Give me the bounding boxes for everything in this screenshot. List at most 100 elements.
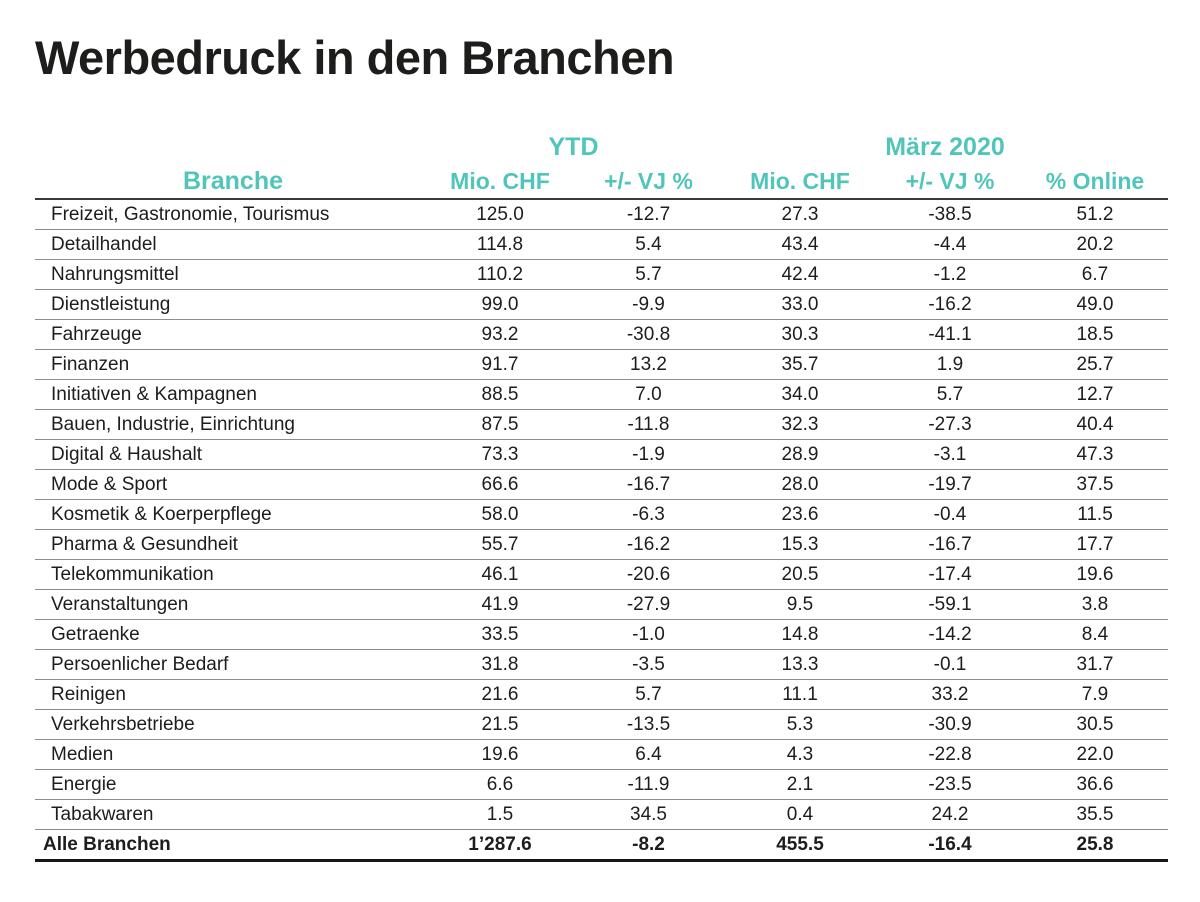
value-cell: -30.8	[575, 319, 722, 350]
value-cell: 5.7	[575, 259, 722, 290]
table-row: Pharma & Gesundheit 55.7 -16.2 15.3 -16.7 17.…	[35, 529, 1168, 560]
value-cell: -16.7	[575, 469, 722, 500]
branche-cell: Energie	[35, 769, 425, 800]
value-cell: -38.5	[878, 199, 1022, 230]
value-cell: 43.4	[722, 229, 878, 260]
value-cell: -16.2	[878, 289, 1022, 320]
value-cell: -13.5	[575, 709, 722, 740]
value-cell: 3.8	[1022, 589, 1168, 620]
table-row: Getraenke 33.5 -1.0 14.8 -14.2 8.4	[35, 619, 1168, 650]
value-cell: 73.3	[425, 439, 575, 470]
value-cell: -3.1	[878, 439, 1022, 470]
branche-cell: Verkehrsbetriebe	[35, 709, 425, 740]
value-cell: 88.5	[425, 379, 575, 410]
value-cell: 5.7	[878, 379, 1022, 410]
branche-cell: Detailhandel	[35, 229, 425, 260]
value-cell: -1.0	[575, 619, 722, 650]
value-cell: 30.3	[722, 319, 878, 350]
value-cell: -14.2	[878, 619, 1022, 650]
branche-cell: Digital & Haushalt	[35, 439, 425, 470]
table-row: Mode & Sport 66.6 -16.7 28.0 -19.7 37.5	[35, 469, 1168, 500]
value-cell: 31.8	[425, 649, 575, 680]
value-cell: -6.3	[575, 499, 722, 530]
column-header-ytd-mio-chf: Mio. CHF	[425, 164, 575, 200]
table-row: Fahrzeuge 93.2 -30.8 30.3 -41.1 18.5	[35, 319, 1168, 350]
value-cell: 8.4	[1022, 619, 1168, 650]
value-cell: 35.7	[722, 349, 878, 380]
value-cell: 15.3	[722, 529, 878, 560]
table-row: Medien 19.6 6.4 4.3 -22.8 22.0	[35, 739, 1168, 770]
value-cell: 58.0	[425, 499, 575, 530]
value-cell: 7.0	[575, 379, 722, 410]
value-cell: -3.5	[575, 649, 722, 680]
value-cell: 114.8	[425, 229, 575, 260]
value-cell: -59.1	[878, 589, 1022, 620]
column-header-online-pct: % Online	[1022, 164, 1168, 200]
value-cell: 42.4	[722, 259, 878, 290]
value-cell: 47.3	[1022, 439, 1168, 470]
branche-cell: Freizeit, Gastronomie, Tourismus	[35, 199, 425, 230]
value-cell: -1.9	[575, 439, 722, 470]
value-cell: 34.0	[722, 379, 878, 410]
value-cell: 14.8	[722, 619, 878, 650]
value-cell: 110.2	[425, 259, 575, 290]
column-header-branche: Branche	[35, 128, 425, 200]
table-row: Freizeit, Gastronomie, Tourismus 125.0 -12…	[35, 199, 1168, 230]
table-row: Bauen, Industrie, Einrichtung 87.5 -11.8 32…	[35, 409, 1168, 440]
value-cell: 36.6	[1022, 769, 1168, 800]
value-cell: 20.5	[722, 559, 878, 590]
column-header-ytd-vj-pct: +/- VJ %	[575, 164, 722, 200]
value-cell: 19.6	[425, 739, 575, 770]
value-cell: 31.7	[1022, 649, 1168, 680]
branche-cell: Mode & Sport	[35, 469, 425, 500]
value-cell: 23.6	[722, 499, 878, 530]
branche-cell: Bauen, Industrie, Einrichtung	[35, 409, 425, 440]
branche-cell: Reinigen	[35, 679, 425, 710]
branche-cell: Kosmetik & Koerperpflege	[35, 499, 425, 530]
branche-cell: Telekommunikation	[35, 559, 425, 590]
value-cell: -27.3	[878, 409, 1022, 440]
value-cell: 21.5	[425, 709, 575, 740]
table-row: Initiativen & Kampagnen 88.5 7.0 34.0 5.7 12.…	[35, 379, 1168, 410]
value-cell: 33.0	[722, 289, 878, 320]
table-body: Freizeit, Gastronomie, Tourismus 125.0 -12…	[35, 199, 1168, 862]
value-cell: -41.1	[878, 319, 1022, 350]
header-group-row: Branche YTD März 2020	[35, 128, 1168, 200]
value-cell: 21.6	[425, 679, 575, 710]
value-cell: 9.5	[722, 589, 878, 620]
value-cell: -4.4	[878, 229, 1022, 260]
value-cell: -22.8	[878, 739, 1022, 770]
table-row: Digital & Haushalt 73.3 -1.9 28.9 -3.1 47.3	[35, 439, 1168, 470]
value-cell: -12.7	[575, 199, 722, 230]
value-cell: 30.5	[1022, 709, 1168, 740]
value-cell: -0.1	[878, 649, 1022, 680]
branche-cell: Finanzen	[35, 349, 425, 380]
branche-cell: Alle Branchen	[35, 829, 425, 862]
value-cell: 51.2	[1022, 199, 1168, 230]
value-cell: 55.7	[425, 529, 575, 560]
table-row: Nahrungsmittel 110.2 5.7 42.4 -1.2 6.7	[35, 259, 1168, 290]
value-cell: 35.5	[1022, 799, 1168, 830]
value-cell: -8.2	[575, 829, 722, 862]
table-row: Finanzen 91.7 13.2 35.7 1.9 25.7	[35, 349, 1168, 380]
value-cell: 1.5	[425, 799, 575, 830]
value-cell: -27.9	[575, 589, 722, 620]
value-cell: 33.2	[878, 679, 1022, 710]
value-cell: 13.2	[575, 349, 722, 380]
value-cell: 25.7	[1022, 349, 1168, 380]
value-cell: 99.0	[425, 289, 575, 320]
branche-cell: Tabakwaren	[35, 799, 425, 830]
value-cell: -11.9	[575, 769, 722, 800]
value-cell: -17.4	[878, 559, 1022, 590]
value-cell: 18.5	[1022, 319, 1168, 350]
value-cell: -23.5	[878, 769, 1022, 800]
value-cell: 2.1	[722, 769, 878, 800]
branche-cell: Fahrzeuge	[35, 319, 425, 350]
table-row: Veranstaltungen 41.9 -27.9 9.5 -59.1 3.8	[35, 589, 1168, 620]
page-title: Werbedruck in den Branchen	[35, 31, 675, 84]
value-cell: 13.3	[722, 649, 878, 680]
value-cell: -30.9	[878, 709, 1022, 740]
value-cell: 20.2	[1022, 229, 1168, 260]
branche-cell: Veranstaltungen	[35, 589, 425, 620]
branchen-table: Branche YTD März 2020 Mio. CHF +/- VJ % …	[35, 128, 1168, 862]
